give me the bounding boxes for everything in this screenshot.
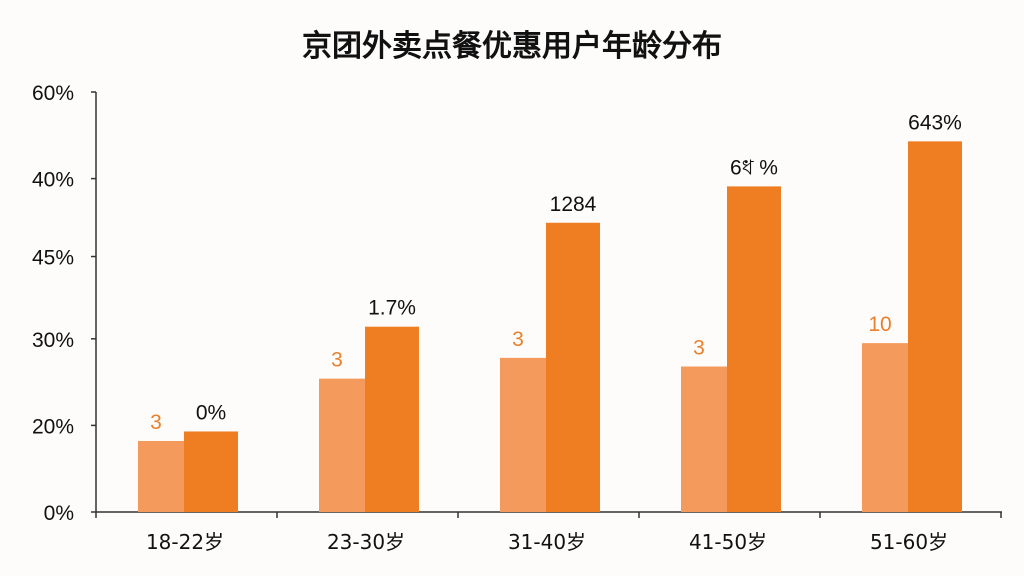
bars	[138, 141, 962, 513]
y-tick-label: 60%	[32, 82, 74, 105]
data-label-series-2: 1.7%	[368, 297, 416, 320]
data-label-series-2: 0%	[196, 401, 226, 424]
bar-series-1	[862, 343, 908, 512]
y-tick-label: 0%	[44, 502, 74, 525]
bar-series-2	[365, 326, 419, 512]
bar-series-2	[727, 186, 781, 512]
x-tick-label: 18-22岁	[146, 530, 224, 554]
data-labels: 3 0% 3 1.7% 3 1284 3 6ধ % 10 643%	[150, 111, 962, 434]
data-label-series-1: 10	[868, 313, 891, 336]
bar-series-1	[138, 440, 184, 512]
y-tick-label: 40%	[32, 169, 74, 192]
chart-title: 京团外卖点餐优惠用户年龄分布	[302, 29, 722, 64]
y-tick-label: 20%	[32, 415, 74, 438]
y-tick-label: 30%	[32, 329, 74, 352]
x-tick-label: 23-30岁	[327, 530, 405, 554]
bar-series-2	[908, 141, 962, 512]
axes: 0%20%30%45%40%60%18-22岁 23-30岁 31-40岁 41-50…	[32, 82, 1002, 554]
data-label-series-1: 3	[693, 337, 705, 360]
bar-series-1	[681, 366, 727, 512]
data-label-series-1: 3	[150, 411, 162, 434]
data-label-series-2: 1284	[550, 193, 597, 216]
bar-series-1	[500, 357, 546, 512]
data-label-series-2: 6ধ %	[730, 156, 778, 179]
data-label-series-2: 643%	[908, 111, 962, 134]
x-tick-label: 31-40岁	[508, 530, 586, 554]
bar-series-1	[319, 378, 365, 512]
data-label-series-1: 3	[331, 349, 343, 372]
y-tick-label: 45%	[32, 247, 74, 270]
bar-series-2	[184, 431, 238, 512]
x-tick-label: 51-60岁	[870, 530, 948, 554]
data-label-series-1: 3	[512, 328, 524, 351]
bar-series-2	[546, 222, 600, 513]
x-tick-label: 41-50岁	[689, 530, 767, 554]
